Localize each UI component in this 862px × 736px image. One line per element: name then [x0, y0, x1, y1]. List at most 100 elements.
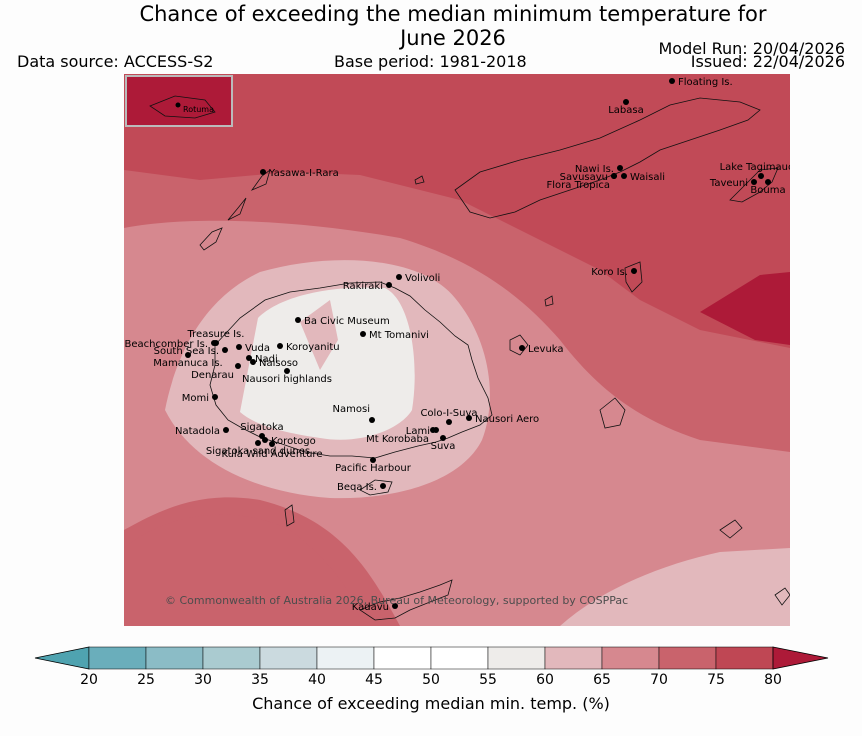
place-label: Denarau: [191, 370, 234, 381]
place-label: Lake Tagimaucia: [720, 162, 790, 173]
place-marker: Vuda: [236, 343, 270, 354]
colorbar-arrow-low: [34, 646, 90, 670]
place-dot: [246, 355, 252, 361]
place-label: Mamanuca Is.: [153, 358, 222, 369]
colorbar: [34, 646, 829, 670]
place-marker: Volivoli: [396, 273, 440, 284]
zone-55-60: [240, 287, 415, 440]
copyright-text: © Commonwealth of Australia 2026, Bureau…: [165, 594, 628, 607]
place-dot: [212, 394, 218, 400]
place-dot: [392, 603, 398, 609]
place-marker: Mamanuca Is.: [153, 352, 223, 369]
place-dot: [765, 179, 771, 185]
place-marker: Naisoso: [250, 358, 298, 369]
place-label: Natadola: [175, 426, 220, 437]
issued-date: Issued: 22/04/2026: [690, 52, 845, 71]
colorbar-tick-label: 35: [251, 672, 269, 688]
colorbar-arrow-high: [772, 646, 829, 670]
place-dot: [213, 340, 219, 346]
inset-label: Rotuma: [183, 105, 214, 114]
inset-rotuma: Rotuma: [125, 75, 233, 127]
place-dot: [269, 441, 275, 447]
colorbar-tick-label: 80: [764, 672, 782, 688]
place-marker: Mt Korobaba: [366, 427, 436, 445]
place-label: Mt Korobaba: [366, 434, 429, 445]
place-marker: Koroyanitu: [277, 342, 340, 353]
colorbar-tick-label: 55: [479, 672, 497, 688]
place-marker: Labasa: [608, 99, 644, 116]
place-label: Namosi: [333, 404, 370, 415]
colorbar-tick-label: 65: [593, 672, 611, 688]
colorbar-tick-label: 30: [194, 672, 212, 688]
place-label: Koro Is.: [591, 267, 628, 278]
title-line-1: Chance of exceeding the median minimum t…: [139, 2, 767, 26]
place-marker: Taveuni: [709, 178, 757, 189]
place-dot: [369, 417, 375, 423]
place-dot: [223, 427, 229, 433]
place-label: Koroyanitu: [286, 342, 340, 353]
colorbar-segment: [658, 646, 717, 670]
zone-60-65-island: [300, 300, 338, 370]
place-dot: [751, 179, 757, 185]
place-label: Nausori Aero: [475, 414, 539, 425]
place-marker: Rakiraki: [343, 281, 392, 292]
place-dot: [255, 440, 261, 446]
place-label: Levuka: [528, 344, 564, 355]
place-marker: Flora Tropica: [547, 173, 617, 191]
colorbar-segment: [259, 646, 318, 670]
place-dot: [611, 173, 617, 179]
place-dot: [277, 343, 283, 349]
colorbar-segment: [202, 646, 261, 670]
place-label: Volivoli: [405, 273, 440, 284]
colorbar-segment: [715, 646, 774, 670]
coastlines: [199, 97, 790, 621]
place-dot: [396, 274, 402, 280]
place-dot: [222, 347, 228, 353]
place-dot: [360, 331, 366, 337]
colorbar-tick-label: 70: [650, 672, 668, 688]
zone-55-60-core: [302, 368, 372, 412]
place-dot: [669, 78, 675, 84]
place-label: Yasawa-I-Rara: [268, 168, 339, 179]
base-period: Base period: 1981-2018: [334, 52, 527, 71]
model-run: Model Run: 20/04/2026: [658, 39, 846, 58]
place-label: Pacific Harbour: [335, 463, 412, 474]
place-dot: [440, 435, 446, 441]
place-dot: [430, 427, 436, 433]
place-label: Mt Tomanivi: [369, 330, 429, 341]
colorbar-label: Chance of exceeding median min. temp. (%…: [252, 694, 610, 713]
place-dot: [519, 345, 525, 351]
place-marker: Bouma: [750, 179, 786, 196]
colorbar-segment: [601, 646, 660, 670]
zone-65-70-southeast: [560, 548, 790, 626]
colorbar-segment: [487, 646, 546, 670]
zone-70-75-south: [124, 514, 360, 626]
colorbar-tick-label: 40: [308, 672, 326, 688]
place-marker: Waisali: [621, 172, 665, 183]
place-label: Colo-I-Suva: [420, 408, 477, 419]
place-dot: [380, 483, 386, 489]
place-label: Taveuni: [709, 178, 748, 189]
colorbar-tick-label: 20: [80, 672, 98, 688]
place-marker: Pacific Harbour: [335, 457, 412, 474]
place-dot: [631, 268, 637, 274]
place-marker: Kula Wild Adventure: [222, 441, 322, 460]
place-marker: Korotogo: [262, 436, 316, 447]
place-label: Korotogo: [271, 436, 316, 447]
place-dot: [621, 173, 627, 179]
place-label: Kadavu: [352, 602, 389, 613]
place-marker: Suva: [431, 435, 456, 452]
place-marker: Nawi Is.: [575, 164, 623, 175]
place-marker: Nadi: [246, 354, 278, 365]
place-marker: Levuka: [519, 344, 564, 355]
place-label: Suva: [431, 441, 456, 452]
place-label: Lami: [406, 426, 430, 437]
place-dot: [250, 359, 256, 365]
place-label: Flora Tropica: [547, 180, 610, 191]
colorbar-tick-label: 50: [422, 672, 440, 688]
colorbar-segment: [88, 646, 147, 670]
data-source: Data source: ACCESS-S2: [17, 52, 214, 71]
place-label: Momi: [182, 393, 209, 404]
place-label: Waisali: [630, 172, 665, 183]
place-label: Savusavu: [560, 172, 608, 183]
